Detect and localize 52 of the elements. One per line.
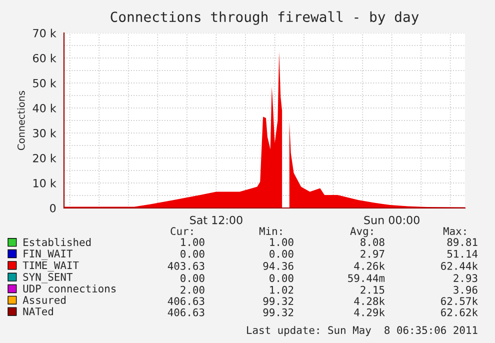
- y-tick-label: 40 k: [32, 104, 56, 112]
- text: 1.00: [181, 238, 204, 246]
- legend-label: Established: [24, 238, 91, 246]
- text: 2.15: [360, 286, 384, 294]
- y-tick-label: 20 k: [33, 154, 56, 162]
- text: 4.28k: [354, 296, 385, 306]
- legend-label: SYN_SENT: [23, 272, 73, 284]
- text: 8.08: [360, 238, 384, 246]
- text: 99.32: [263, 308, 294, 316]
- text: 59.44m: [348, 274, 385, 282]
- x-tick-label: Sun 00:00: [364, 216, 420, 224]
- text: 51.14: [447, 250, 478, 258]
- y-tick-label: 10 k: [33, 178, 56, 188]
- text: 99.32: [263, 297, 294, 306]
- legend-label: FIN_WAIT: [24, 250, 73, 260]
- text: 4.29k: [354, 308, 385, 316]
- legend-label: TIME_WAIT: [22, 261, 79, 272]
- text: 406.63: [168, 297, 204, 306]
- text: 2.93: [454, 274, 478, 282]
- y-tick-label: 0: [50, 204, 56, 212]
- text: 1.02: [270, 286, 294, 294]
- text: 3.96: [454, 286, 478, 294]
- chart-title: Connections through firewall - by day: [110, 11, 419, 25]
- legend-label: UDP connections: [23, 284, 116, 293]
- text: 2.97: [360, 250, 384, 258]
- text: 0.00: [270, 250, 294, 258]
- y-axis-title: Connections: [17, 90, 25, 150]
- text: 94.36: [263, 262, 294, 270]
- y-tick-label: 50 k: [33, 78, 56, 88]
- legend-label: NATed: [23, 307, 53, 316]
- text: 403.63: [168, 262, 204, 270]
- text: 406.63: [168, 308, 204, 316]
- text: Min:: [259, 226, 282, 235]
- text: 89.81: [447, 238, 478, 246]
- text: 62.57k: [441, 296, 478, 306]
- text: 0.00: [180, 274, 204, 282]
- text: 2.00: [180, 286, 204, 294]
- text: 0.00: [270, 274, 294, 282]
- text: Avg:: [350, 227, 373, 238]
- text: 0.00: [180, 250, 204, 258]
- text: 4.26k: [354, 262, 385, 270]
- legend-label: Assured: [22, 296, 66, 304]
- text: Cur:: [170, 227, 193, 236]
- x-tick-label: Sat 12:00: [190, 216, 242, 224]
- text: Max:: [443, 227, 466, 236]
- y-tick-label: 70 k: [33, 28, 56, 38]
- y-tick-label: 60 k: [33, 54, 56, 62]
- text: 62.62k: [441, 308, 478, 316]
- text: Last update: Sun May 8 06:35:06 2011: [247, 326, 478, 336]
- text: 1.00: [270, 238, 294, 246]
- y-tick-label: 30 k: [33, 128, 56, 138]
- text: 62.44k: [441, 262, 478, 270]
